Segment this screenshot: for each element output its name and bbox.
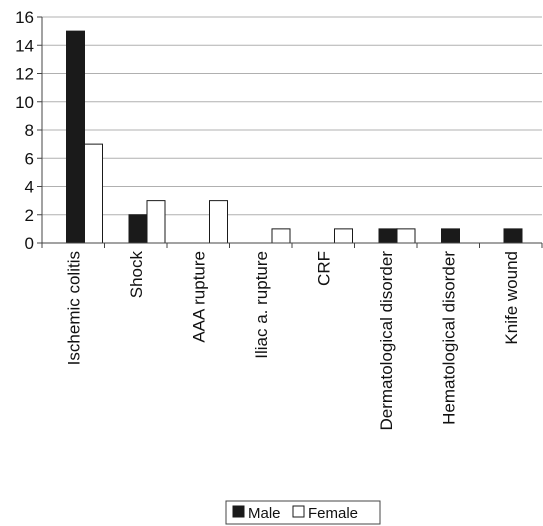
y-tick-label: 6	[25, 149, 34, 168]
y-tick-label: 0	[25, 234, 34, 253]
legend: Male Female	[225, 500, 381, 525]
y-tick-label: 14	[15, 36, 34, 55]
legend-label-male: Male	[248, 505, 281, 522]
bar-male-1	[128, 214, 148, 244]
axes	[41, 17, 543, 248]
y-tick-label: 4	[25, 178, 34, 197]
x-category-label: Hematological disorder	[439, 251, 458, 425]
bar-female-1	[146, 200, 166, 244]
x-category-label: AAA rupture	[189, 251, 208, 343]
legend-swatch-male	[232, 505, 245, 518]
gridlines	[42, 16, 542, 244]
legend-swatch-female	[292, 505, 305, 518]
bar-female-0	[84, 143, 103, 244]
bar-female-3	[271, 228, 291, 244]
y-tick-label: 8	[25, 121, 34, 140]
bar-male-7	[503, 228, 523, 244]
bars	[66, 30, 523, 244]
x-axis-category-labels: Ischemic colitis Shock AAA rupture Iliac a.…	[64, 251, 521, 431]
bar-male-0	[66, 30, 85, 244]
bar-male-5	[378, 228, 398, 244]
y-axis-ticks: 0 2 4 6 8 10 12 14 16	[15, 8, 42, 253]
x-category-label: Ischemic colitis	[64, 251, 83, 365]
bar-female-4	[334, 228, 353, 244]
y-tick-label: 2	[25, 206, 34, 225]
x-category-label: Knife wound	[502, 251, 521, 345]
x-category-label: CRF	[314, 251, 333, 286]
x-category-label: Shock	[127, 251, 146, 299]
bar-male-6	[441, 228, 460, 244]
y-tick-label: 16	[15, 8, 34, 27]
legend-label-female: Female	[308, 505, 358, 522]
bar-female-2	[209, 200, 228, 244]
x-category-label: Dermatological disorder	[377, 251, 396, 431]
y-tick-label: 10	[15, 93, 34, 112]
y-tick-label: 12	[15, 65, 34, 84]
x-category-label: Iliac a. rupture	[252, 251, 271, 359]
bar-female-5	[396, 228, 416, 244]
